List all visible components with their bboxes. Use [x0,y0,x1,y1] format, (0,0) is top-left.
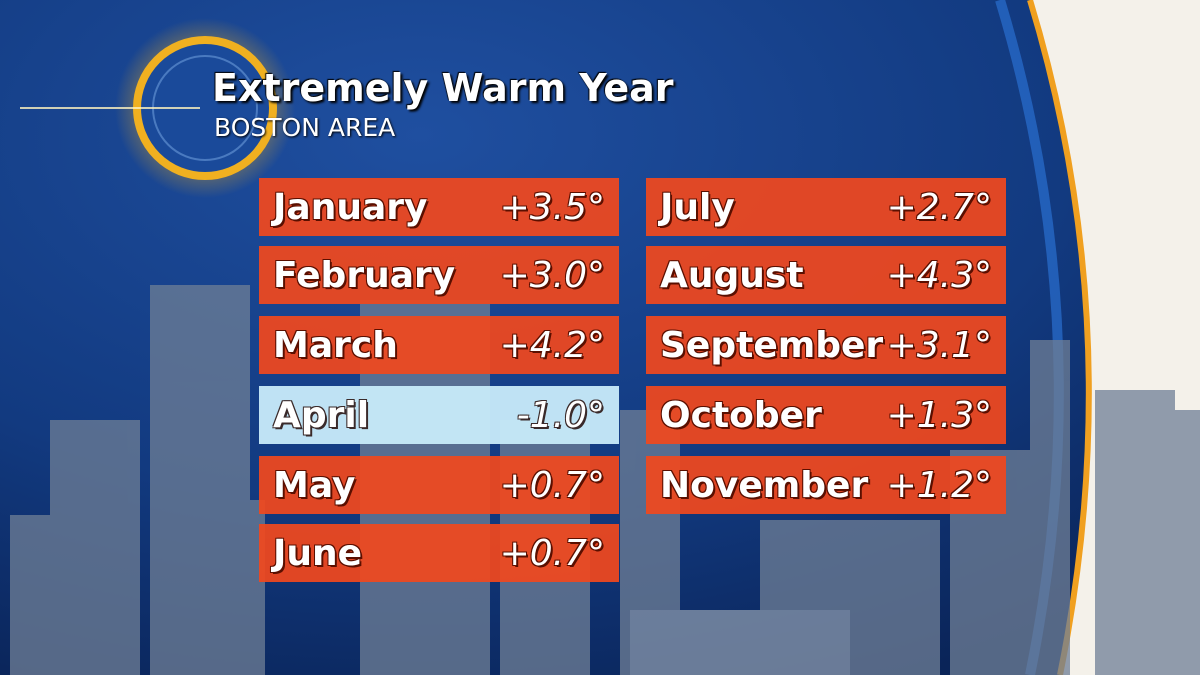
table-row: September +3.1° [646,316,1006,374]
subtitle: BOSTON AREA [214,113,396,142]
table-row: January +3.5° [259,178,619,236]
table-row: June +0.7° [259,524,619,582]
month: April [273,394,370,436]
month: November [660,464,869,506]
anomaly: -1.0° [516,394,605,436]
title: Extremely Warm Year [212,66,674,110]
table-row: August +4.3° [646,246,1006,304]
table-row: February +3.0° [259,246,619,304]
month: May [273,464,356,506]
anomaly: +3.0° [499,254,605,296]
anomaly: +1.3° [886,394,992,436]
anomaly: +4.3° [886,254,992,296]
month: January [273,186,428,228]
anomaly: +3.5° [499,186,605,228]
table-row: October +1.3° [646,386,1006,444]
month: February [273,254,456,296]
table-row: November +1.2° [646,456,1006,514]
table-row: July +2.7° [646,178,1006,236]
month: March [273,324,398,366]
anomaly: +1.2° [886,464,992,506]
anomaly: +0.7° [499,532,605,574]
month: October [660,394,822,436]
table-row: March +4.2° [259,316,619,374]
month: August [660,254,804,296]
anomaly: +0.7° [499,464,605,506]
month: September [660,324,884,366]
table-row: May +0.7° [259,456,619,514]
anomaly: +2.7° [886,186,992,228]
anomaly: +4.2° [499,324,605,366]
month: June [273,532,363,574]
table-row: April -1.0° [259,386,619,444]
month: July [660,186,735,228]
anomaly: +3.1° [886,324,992,366]
